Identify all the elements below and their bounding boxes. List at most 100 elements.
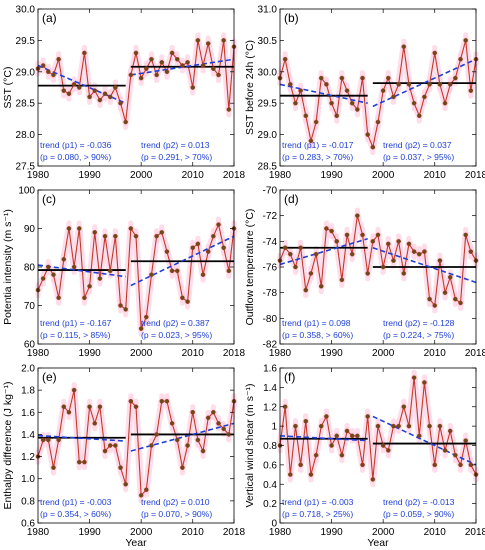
data-point [442, 290, 448, 295]
data-point [365, 414, 370, 419]
data-point [159, 398, 165, 404]
y-tick-label: 1.4 [263, 383, 277, 394]
trend-annotation-1: trend (p1) = -0.167 [40, 318, 112, 328]
trend-line-1 [279, 83, 368, 104]
panel-1: 1980 1990 2000 2010 2018 28.5 29.0 29.5 30.0 30.5… [244, 5, 485, 182]
trend-annotation-2: trend (p2) = -0.013 [383, 497, 455, 507]
data-point [386, 75, 391, 81]
data-point [365, 132, 370, 137]
data-point [159, 60, 165, 65]
y-tick-label: 0.4 [263, 480, 277, 491]
data-point [437, 82, 443, 87]
data-point [195, 38, 201, 43]
data-point [174, 268, 180, 274]
x-tick-label: 2018 [465, 170, 485, 181]
trend-annotation-2: trend (p2) = 0.013 [141, 140, 210, 150]
y-tick-label: -74 [263, 237, 278, 248]
series-markers [277, 38, 479, 150]
data-point [401, 404, 407, 410]
x-tick-label: 2018 [465, 527, 485, 538]
axes-frame [37, 367, 235, 524]
data-point [391, 258, 396, 263]
data-point [380, 443, 386, 448]
data-point [133, 233, 139, 239]
trend-line-1 [37, 264, 126, 278]
data-point [144, 314, 149, 320]
x-tick-label: 2010 [424, 170, 447, 181]
data-point [87, 404, 92, 410]
data-point [92, 230, 98, 235]
y-tick-label: 90 [24, 224, 36, 235]
data-point [463, 438, 468, 443]
data-point [128, 226, 134, 231]
data-point [360, 75, 365, 81]
data-point [463, 232, 468, 238]
data-point [113, 233, 118, 239]
trend-annotation-2: trend (p2) = 0.387 [141, 318, 210, 328]
data-point [82, 459, 87, 465]
data-point [288, 251, 293, 257]
data-point [324, 82, 329, 87]
data-point [370, 239, 376, 244]
y-tick-label: 0.8 [263, 441, 277, 452]
data-point [447, 274, 453, 280]
data-point [190, 245, 196, 251]
y-tick-label: 60 [24, 340, 36, 351]
data-point [432, 50, 438, 56]
series-markers [277, 213, 479, 308]
data-point [169, 50, 175, 56]
data-point [406, 82, 412, 87]
data-point [370, 477, 376, 482]
data-point [406, 423, 412, 429]
y-tick-label: -78 [263, 288, 278, 299]
x-tick-label: 1990 [78, 527, 101, 538]
y-tick-label: 30.0 [16, 5, 36, 16]
data-point [221, 38, 226, 43]
data-point [76, 85, 82, 90]
data-point [154, 432, 159, 437]
data-point [174, 56, 180, 62]
trend-significance-1: (p = 0.354, > 60%) [40, 509, 111, 519]
y-tick-label: 1.4 [21, 430, 35, 441]
data-point [308, 138, 314, 144]
data-point [349, 433, 355, 439]
data-point [318, 283, 324, 289]
data-point [458, 462, 463, 468]
y-tick-label: 1.8 [21, 386, 35, 397]
data-point [87, 283, 92, 289]
data-point [313, 452, 319, 458]
data-point [437, 423, 443, 429]
data-point [334, 433, 340, 439]
trend-annotation-1: trend (p1) = -0.017 [282, 140, 354, 150]
data-point [427, 423, 432, 429]
data-point [102, 448, 108, 454]
y-tick-label: 0.6 [21, 519, 35, 530]
data-point [51, 465, 56, 470]
data-point [128, 398, 134, 404]
data-point [468, 88, 474, 93]
data-point [453, 75, 458, 81]
data-point [97, 404, 103, 410]
trend-significance-1: (p = 0.283, > 70%) [282, 152, 353, 162]
y-tick-label: 1.2 [21, 452, 35, 463]
panel-0: 1980 1990 2000 2010 2018 27.5 28.0 28.5 29.0 29.5… [2, 5, 246, 182]
data-point [370, 144, 376, 150]
y-tick-label: 30.0 [258, 67, 278, 78]
data-point [282, 245, 288, 251]
data-point [211, 66, 216, 71]
data-point [51, 272, 56, 278]
data-point [303, 418, 309, 424]
y-tick-label: 2.0 [21, 364, 35, 375]
data-point [118, 303, 123, 308]
data-point [40, 437, 46, 443]
x-tick-label: 1990 [320, 527, 343, 538]
trend-significance-2: (p = 0.037, > 95%) [383, 152, 454, 162]
data-point [180, 63, 185, 68]
y-axis-label: SST before 24h (°C) [244, 40, 256, 135]
data-point [190, 409, 196, 415]
y-tick-label: 100 [18, 186, 35, 197]
data-point [334, 113, 340, 119]
data-point [61, 404, 67, 410]
data-point [339, 75, 345, 81]
data-point [46, 69, 51, 75]
